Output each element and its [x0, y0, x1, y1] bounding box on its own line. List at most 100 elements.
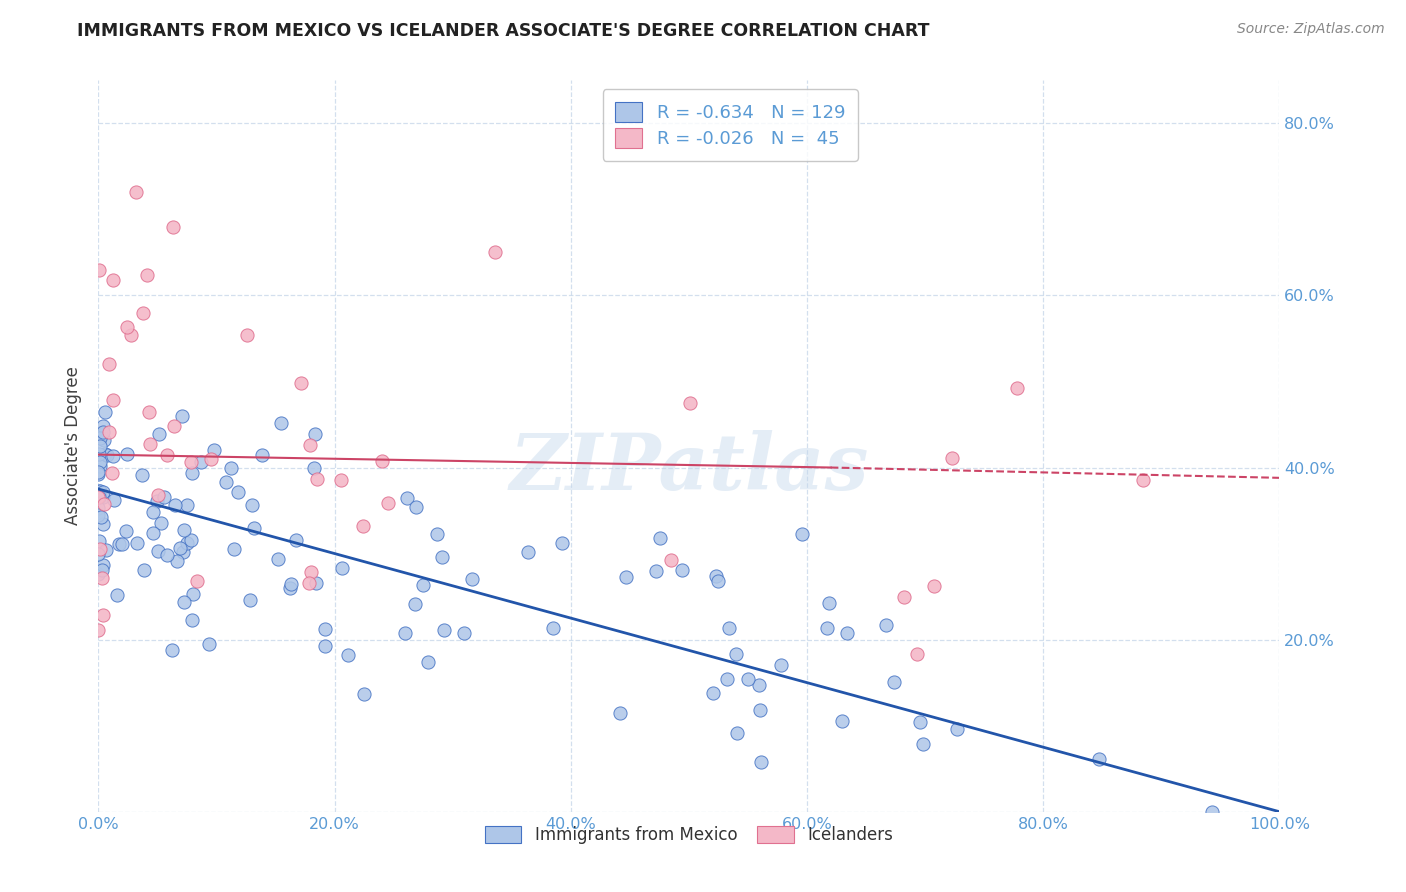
- Point: [353, 687, 375, 701]
- Point: [142, 505, 165, 519]
- Point: [132, 562, 155, 576]
- Point: [138, 405, 160, 419]
- Point: [377, 496, 399, 510]
- Point: [148, 543, 170, 558]
- Point: [91, 484, 114, 499]
- Point: [412, 578, 434, 592]
- Point: [716, 672, 738, 686]
- Point: [790, 527, 813, 541]
- Point: [115, 447, 138, 461]
- Point: [169, 541, 191, 555]
- Point: [87, 567, 110, 582]
- Point: [181, 613, 204, 627]
- Point: [302, 461, 325, 475]
- Point: [89, 541, 111, 556]
- Point: [91, 563, 114, 577]
- Point: [818, 596, 841, 610]
- Point: [105, 588, 128, 602]
- Point: [87, 547, 110, 561]
- Point: [748, 703, 770, 717]
- Point: [156, 548, 179, 562]
- Point: [87, 262, 110, 277]
- Point: [724, 647, 747, 661]
- Point: [148, 427, 170, 442]
- Point: [299, 565, 322, 579]
- Point: [200, 452, 222, 467]
- Point: [395, 491, 418, 505]
- Point: [96, 448, 118, 462]
- Point: [198, 637, 221, 651]
- Point: [270, 416, 292, 430]
- Point: [89, 455, 111, 469]
- Point: [541, 621, 564, 635]
- Point: [645, 564, 668, 578]
- Point: [725, 725, 748, 739]
- Point: [1005, 381, 1028, 395]
- Point: [163, 419, 186, 434]
- Text: Source: ZipAtlas.com: Source: ZipAtlas.com: [1237, 22, 1385, 37]
- Point: [484, 244, 506, 259]
- Point: [97, 425, 120, 439]
- Point: [875, 617, 897, 632]
- Point: [404, 597, 426, 611]
- Text: ZIPatlas: ZIPatlas: [509, 430, 869, 506]
- Point: [240, 499, 263, 513]
- Point: [707, 574, 730, 588]
- Point: [304, 576, 326, 591]
- Point: [186, 574, 208, 588]
- Point: [329, 473, 352, 487]
- Point: [430, 550, 453, 565]
- Point: [648, 531, 671, 545]
- Point: [87, 500, 110, 515]
- Point: [172, 409, 194, 423]
- Point: [751, 756, 773, 770]
- Point: [661, 553, 683, 567]
- Point: [120, 328, 142, 343]
- Point: [426, 527, 449, 541]
- Point: [908, 714, 931, 729]
- Point: [181, 587, 204, 601]
- Point: [214, 475, 236, 489]
- Point: [91, 516, 114, 531]
- Point: [93, 490, 115, 504]
- Point: [298, 576, 321, 591]
- Point: [139, 436, 162, 450]
- Point: [94, 447, 117, 461]
- Point: [87, 534, 110, 549]
- Point: [267, 552, 290, 566]
- Point: [91, 608, 114, 623]
- Point: [176, 498, 198, 512]
- Point: [614, 569, 637, 583]
- Point: [717, 621, 740, 635]
- Point: [433, 623, 456, 637]
- Point: [94, 405, 117, 419]
- Point: [89, 458, 111, 473]
- Point: [180, 533, 202, 547]
- Point: [135, 268, 157, 283]
- Point: [278, 581, 301, 595]
- Point: [149, 516, 172, 530]
- Point: [1201, 805, 1223, 819]
- Point: [924, 579, 946, 593]
- Point: [114, 524, 136, 538]
- Point: [93, 433, 115, 447]
- Point: [284, 533, 307, 547]
- Point: [304, 426, 326, 441]
- Point: [941, 451, 963, 466]
- Point: [180, 455, 202, 469]
- Point: [332, 560, 354, 574]
- Point: [702, 686, 724, 700]
- Point: [236, 328, 259, 343]
- Point: [101, 467, 124, 481]
- Point: [87, 624, 110, 638]
- Point: [145, 494, 167, 508]
- Point: [280, 577, 302, 591]
- Point: [835, 626, 858, 640]
- Point: [176, 536, 198, 550]
- Point: [93, 497, 115, 511]
- Point: [769, 658, 792, 673]
- Point: [91, 425, 114, 440]
- Point: [90, 427, 112, 442]
- Point: [91, 571, 114, 585]
- Point: [905, 647, 928, 661]
